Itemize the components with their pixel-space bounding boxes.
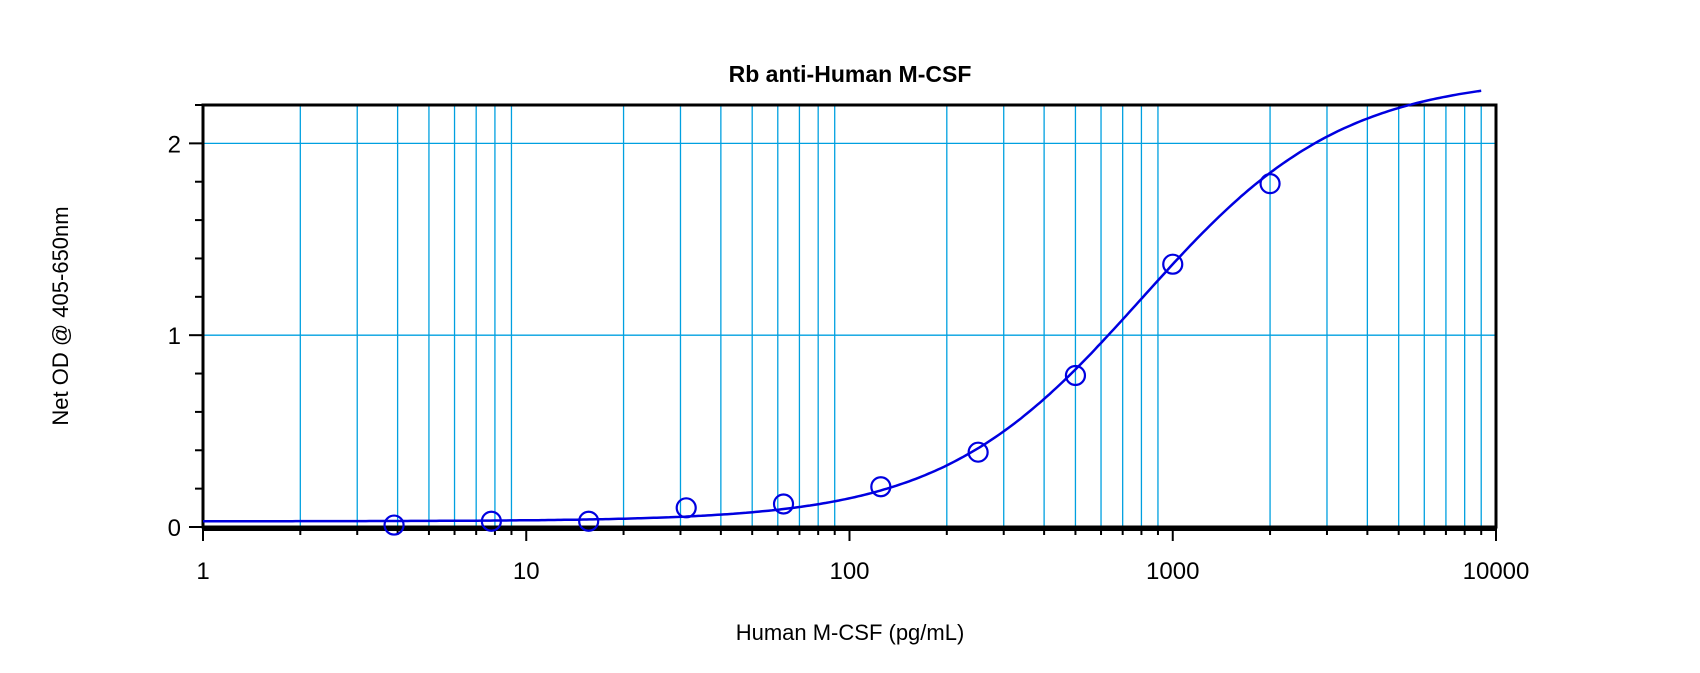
y-axis-label: Net OD @ 405-650nm [48, 206, 73, 425]
plot-frame [201, 103, 1498, 529]
data-point [1162, 253, 1184, 275]
y-tick-label: 1 [168, 323, 181, 350]
axes [189, 103, 1498, 541]
data-point [1259, 173, 1281, 195]
fit-curve [203, 89, 1482, 523]
x-axis-label: Human M-CSF (pg/mL) [736, 620, 965, 645]
data-point [675, 497, 697, 519]
y-tick-label: 2 [168, 131, 181, 158]
x-tick-label: 10 [513, 558, 540, 585]
data-points [383, 173, 1281, 536]
data-point [1064, 364, 1087, 387]
grid [203, 105, 1496, 527]
data-point [772, 493, 795, 515]
data-point [870, 476, 892, 498]
x-tick-label: 1 [196, 558, 209, 585]
x-tick-label: 10000 [1463, 558, 1530, 585]
y-tick-label: 0 [168, 515, 181, 542]
x-tick-label: 100 [829, 558, 869, 585]
data-point [383, 514, 405, 536]
data-point [578, 510, 600, 532]
data-point [480, 510, 502, 532]
data-point [967, 441, 989, 463]
chart-title: Rb anti-Human M-CSF [729, 61, 972, 87]
x-tick-label: 1000 [1146, 558, 1199, 585]
